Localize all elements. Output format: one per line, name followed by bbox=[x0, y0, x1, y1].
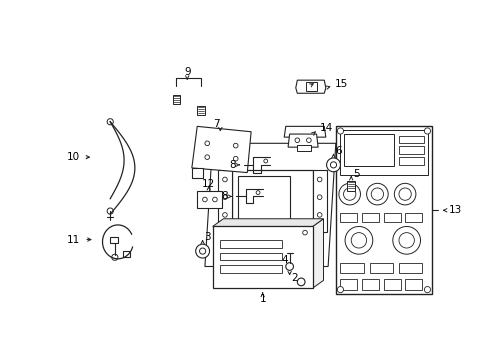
Polygon shape bbox=[313, 219, 323, 288]
Circle shape bbox=[297, 278, 305, 286]
Text: 10: 10 bbox=[66, 152, 79, 162]
Circle shape bbox=[286, 263, 294, 270]
Circle shape bbox=[233, 156, 238, 161]
Circle shape bbox=[107, 119, 113, 125]
Circle shape bbox=[203, 197, 207, 202]
Bar bbox=[343, 134, 393, 166]
Circle shape bbox=[424, 128, 431, 134]
Circle shape bbox=[107, 208, 113, 214]
Bar bbox=[341, 213, 357, 222]
Text: 9: 9 bbox=[184, 67, 191, 77]
Bar bbox=[341, 264, 364, 273]
Circle shape bbox=[222, 195, 227, 199]
Circle shape bbox=[424, 287, 431, 293]
Bar bbox=[399, 264, 422, 273]
Text: 11: 11 bbox=[66, 235, 79, 244]
Circle shape bbox=[222, 213, 227, 217]
Text: 12: 12 bbox=[202, 179, 216, 189]
Text: 5: 5 bbox=[353, 169, 359, 179]
Circle shape bbox=[303, 230, 307, 235]
Circle shape bbox=[337, 128, 343, 134]
Text: 3: 3 bbox=[204, 232, 211, 242]
Bar bbox=[297, 145, 311, 151]
Circle shape bbox=[222, 177, 227, 182]
Bar bbox=[336, 126, 432, 294]
Circle shape bbox=[205, 141, 210, 145]
Bar bbox=[238, 176, 291, 219]
Bar bbox=[362, 213, 379, 222]
Bar bbox=[399, 157, 423, 165]
Bar bbox=[370, 264, 393, 273]
Bar bbox=[220, 253, 282, 260]
Circle shape bbox=[399, 233, 415, 248]
Text: 1: 1 bbox=[259, 294, 266, 304]
Text: 6: 6 bbox=[335, 146, 342, 156]
Circle shape bbox=[343, 188, 356, 200]
Bar bbox=[110, 237, 118, 243]
Bar bbox=[399, 147, 423, 154]
Bar bbox=[399, 136, 423, 143]
Circle shape bbox=[371, 188, 384, 200]
Polygon shape bbox=[288, 134, 318, 147]
Bar bbox=[220, 265, 282, 273]
Circle shape bbox=[326, 158, 341, 172]
Circle shape bbox=[330, 162, 337, 168]
Text: 2: 2 bbox=[291, 273, 298, 283]
Bar bbox=[197, 191, 222, 208]
Text: 7: 7 bbox=[213, 119, 220, 129]
Circle shape bbox=[367, 183, 388, 205]
Polygon shape bbox=[284, 126, 326, 137]
Circle shape bbox=[345, 226, 373, 254]
Circle shape bbox=[318, 195, 322, 199]
Bar bbox=[341, 279, 357, 289]
Text: 8: 8 bbox=[229, 160, 236, 170]
Circle shape bbox=[394, 183, 416, 205]
Bar bbox=[405, 279, 422, 289]
Bar bbox=[313, 170, 326, 232]
Text: 4: 4 bbox=[282, 255, 289, 265]
Bar bbox=[232, 170, 313, 232]
Circle shape bbox=[318, 213, 322, 217]
Bar bbox=[220, 240, 282, 248]
Text: 14: 14 bbox=[319, 123, 333, 133]
Polygon shape bbox=[192, 168, 203, 178]
Polygon shape bbox=[296, 80, 326, 93]
Circle shape bbox=[307, 138, 311, 143]
Bar bbox=[306, 82, 317, 91]
Bar bbox=[218, 170, 232, 232]
Bar bbox=[340, 130, 428, 175]
Circle shape bbox=[399, 188, 411, 200]
Circle shape bbox=[233, 143, 238, 148]
Circle shape bbox=[196, 244, 210, 258]
Bar bbox=[197, 105, 205, 115]
Text: 15: 15 bbox=[335, 79, 348, 89]
Circle shape bbox=[295, 138, 300, 143]
Bar bbox=[384, 279, 400, 289]
Bar bbox=[405, 213, 422, 222]
Circle shape bbox=[264, 159, 268, 163]
Bar bbox=[172, 95, 180, 104]
Circle shape bbox=[205, 155, 210, 159]
Text: 13: 13 bbox=[449, 205, 462, 215]
Circle shape bbox=[199, 248, 206, 254]
Circle shape bbox=[256, 191, 260, 194]
Bar bbox=[362, 279, 379, 289]
Bar bbox=[347, 181, 355, 190]
Bar bbox=[384, 213, 400, 222]
Bar bbox=[122, 251, 130, 257]
Text: 8: 8 bbox=[221, 192, 228, 202]
Circle shape bbox=[337, 287, 343, 293]
Circle shape bbox=[213, 197, 217, 202]
Circle shape bbox=[339, 183, 361, 205]
Circle shape bbox=[393, 226, 420, 254]
Circle shape bbox=[318, 177, 322, 182]
Bar bbox=[213, 226, 313, 288]
Polygon shape bbox=[192, 126, 251, 172]
Circle shape bbox=[112, 254, 118, 260]
Circle shape bbox=[351, 233, 367, 248]
Polygon shape bbox=[213, 219, 323, 226]
